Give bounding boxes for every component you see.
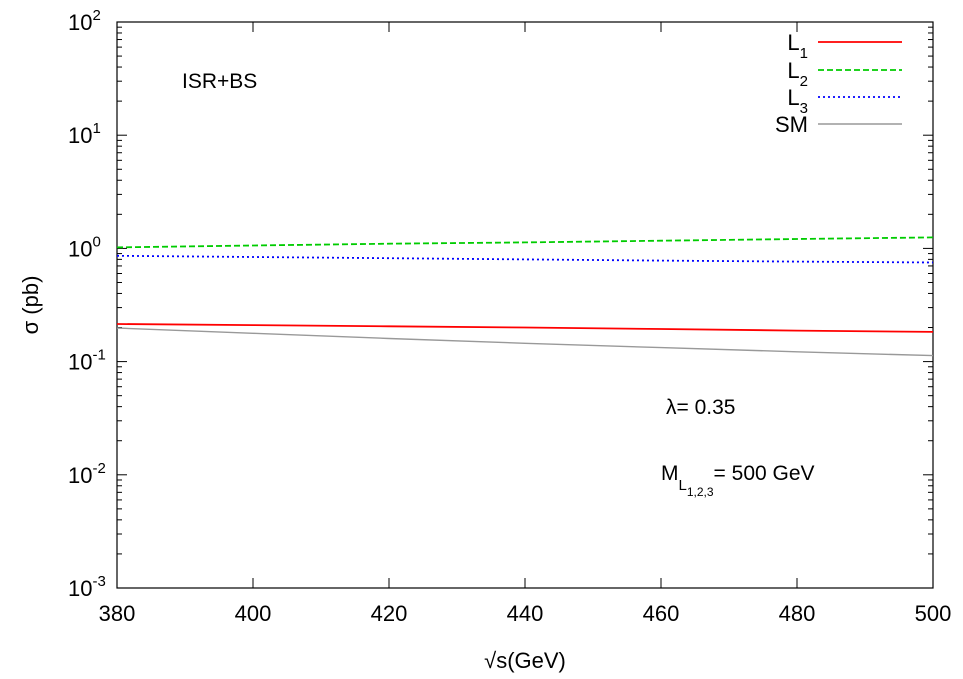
x-tick-label: 400 <box>235 601 272 626</box>
legend-label-subscript: 1 <box>800 45 808 62</box>
legend-label-subscript: 2 <box>800 73 808 90</box>
y-tick-base: 10 <box>68 10 92 35</box>
x-tick-label: 480 <box>779 601 816 626</box>
lambda-annotation: λ= 0.35 <box>666 396 735 419</box>
x-axis-title: √s(GeV) <box>484 648 566 673</box>
mass-value: = 500 GeV <box>714 462 815 485</box>
mass-subscript-l: L <box>679 477 687 494</box>
y-tick-exponent: -1 <box>92 347 105 364</box>
legend-label-subscript: 3 <box>800 100 808 117</box>
legend-label-main: L <box>787 58 799 83</box>
y-tick-exponent: 0 <box>92 233 100 250</box>
x-tick-label: 500 <box>915 601 952 626</box>
series-line-l1 <box>116 323 934 333</box>
y-tick-base: 10 <box>68 123 92 148</box>
legend-label-sm: SM <box>775 112 808 137</box>
series-line-sm <box>116 327 934 357</box>
y-tick-label: 100 <box>68 233 101 261</box>
legend-label-l3: L3 <box>787 85 808 117</box>
x-tick-label: 460 <box>643 601 680 626</box>
y-tick-label: 10-3 <box>68 573 106 601</box>
legend-label-l1: L1 <box>787 30 808 62</box>
legend-label-main: SM <box>775 112 808 137</box>
series-line-l3 <box>116 254 934 264</box>
mass-annotation: ML1,2,3= 500 GeV <box>661 462 815 499</box>
x-tick-label: 380 <box>99 601 136 626</box>
x-tick-label: 440 <box>507 601 544 626</box>
y-tick-exponent: 1 <box>92 120 100 137</box>
y-tick-base: 10 <box>68 350 92 375</box>
x-tick-label: 420 <box>371 601 408 626</box>
y-tick-label: 102 <box>68 7 101 35</box>
plot-frame <box>116 21 934 589</box>
y-tick-label: 101 <box>68 120 101 148</box>
legend-label-main: L <box>787 85 799 110</box>
series-lines <box>116 236 934 357</box>
y-tick-label: 10-2 <box>68 460 106 488</box>
y-tick-base: 10 <box>68 463 92 488</box>
legend-label-main: L <box>787 30 799 55</box>
legend-label-l2: L2 <box>787 58 808 90</box>
y-tick-exponent: -2 <box>92 460 105 477</box>
isr-bs-annotation: ISR+BS <box>182 70 257 93</box>
series-line-l2 <box>116 236 934 249</box>
y-tick-base: 10 <box>68 236 92 261</box>
mass-subscript-indices: 1,2,3 <box>687 485 714 499</box>
y-tick-exponent: 2 <box>92 7 100 24</box>
y-tick-base: 10 <box>68 576 92 601</box>
mass-symbol: M <box>661 462 679 485</box>
y-axis-title: σ (pb) <box>18 276 43 335</box>
y-tick-label: 10-1 <box>68 347 106 375</box>
x-axis: 380 400 420 440 460 480 500 <box>99 22 952 626</box>
y-tick-exponent: -3 <box>92 573 105 590</box>
